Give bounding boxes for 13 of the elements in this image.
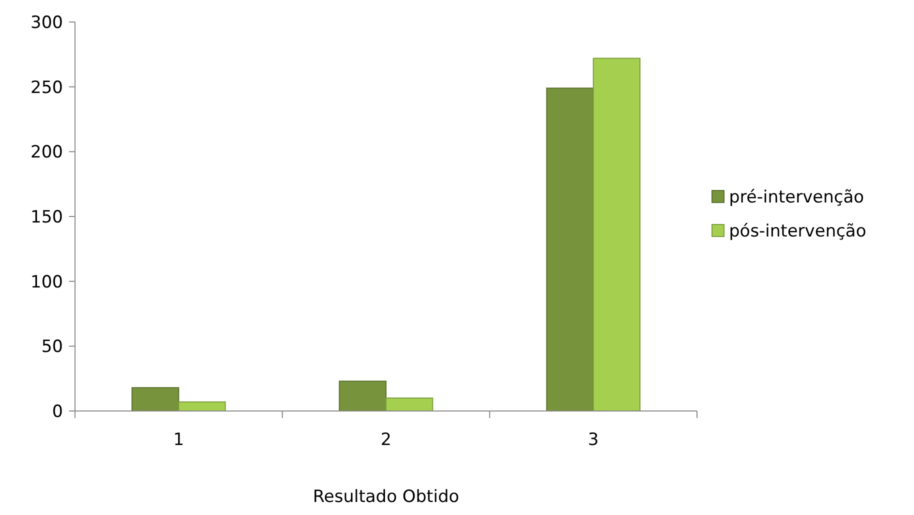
legend-label: pré-intervenção <box>729 187 864 208</box>
y-tick-label: 100 <box>30 272 63 292</box>
x-tick-label: 1 <box>173 430 184 450</box>
y-tick-label: 250 <box>30 78 63 98</box>
x-axis-title: Resultado Obtido <box>312 487 460 507</box>
y-tick-label: 200 <box>30 142 63 163</box>
x-tick-label: 2 <box>380 430 392 450</box>
y-tick-label: 0 <box>52 402 63 422</box>
x-tick-label: 3 <box>588 430 599 450</box>
y-tick-label: 150 <box>30 207 63 228</box>
legend-label: pós-intervenção <box>729 221 866 242</box>
y-tick-label: 50 <box>41 337 63 358</box>
y-tick-label: 300 <box>30 12 63 33</box>
